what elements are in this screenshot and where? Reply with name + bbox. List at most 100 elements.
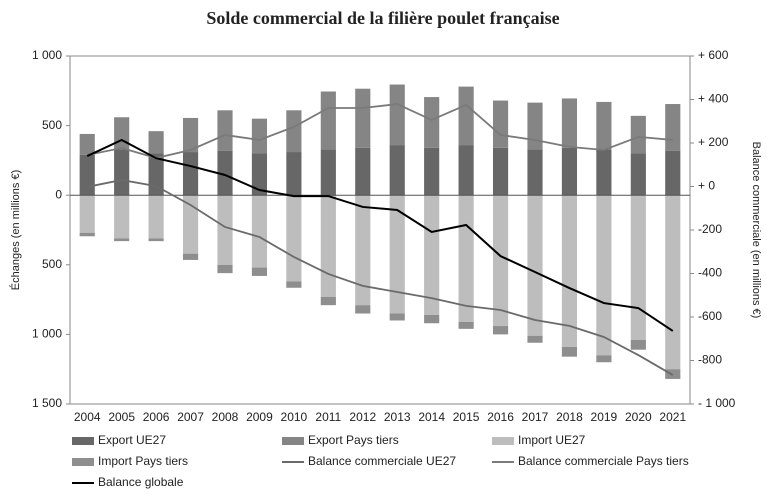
y2-tick-label: -800 — [698, 353, 722, 367]
y-tick-label: 1 500 — [32, 396, 62, 410]
x-tick-label: 2018 — [556, 410, 583, 424]
bar — [424, 147, 440, 196]
y2-tick-label: -400 — [698, 266, 722, 280]
legend-swatch — [492, 437, 514, 445]
legend-label: Balance globale — [98, 475, 184, 489]
x-tick-label: 2009 — [246, 410, 273, 424]
y2-tick-label: + 0 — [698, 179, 715, 193]
bar — [630, 195, 646, 340]
bar — [182, 117, 199, 153]
y2-tick-label: -200 — [698, 222, 722, 236]
legend-label: Balance commerciale UE27 — [308, 454, 456, 468]
bar — [217, 150, 233, 196]
bar — [389, 84, 405, 146]
bar — [665, 195, 681, 370]
bar — [182, 253, 199, 260]
bar — [458, 195, 474, 322]
x-tick-label: 2019 — [591, 410, 618, 424]
legend-label: Import Pays tiers — [98, 454, 188, 468]
bar — [286, 195, 302, 282]
bar — [79, 232, 95, 237]
bar — [389, 313, 405, 321]
bar — [355, 147, 371, 196]
bar — [320, 149, 336, 196]
bar — [665, 104, 681, 151]
x-tick-label: 2013 — [384, 410, 411, 424]
bar — [286, 110, 302, 153]
bar — [182, 152, 199, 196]
bar — [492, 147, 509, 196]
y-axis-label: Échanges (en millions €) — [9, 170, 22, 290]
bar — [114, 149, 130, 196]
bar — [79, 154, 95, 196]
bar — [492, 326, 509, 335]
bar — [217, 195, 233, 265]
x-tick-label: 2012 — [349, 410, 376, 424]
bar — [320, 91, 336, 150]
bar — [561, 346, 578, 357]
x-tick-label: 2015 — [453, 410, 480, 424]
line — [87, 179, 674, 376]
bar — [527, 149, 543, 196]
bar — [665, 150, 681, 196]
x-tick-label: 2005 — [108, 410, 135, 424]
y2-tick-label: - 1 000 — [698, 396, 736, 410]
bar — [79, 195, 95, 233]
x-tick-label: 2004 — [74, 410, 101, 424]
x-tick-label: 2011 — [315, 410, 341, 424]
bar — [527, 335, 543, 343]
legend-label: Balance commerciale Pays tiers — [518, 454, 689, 468]
y-tick-label: 1 000 — [32, 327, 62, 341]
x-tick-label: 2006 — [143, 410, 170, 424]
y-tick-label: 0 — [55, 187, 62, 201]
bar — [355, 88, 371, 148]
bar — [251, 153, 268, 196]
legend-label: Import UE27 — [518, 433, 586, 447]
y2-axis-label: Balance commerciale (en millions €) — [750, 142, 762, 319]
bar — [286, 152, 302, 196]
bar — [458, 86, 474, 146]
y2-tick-label: -600 — [698, 309, 722, 323]
bar — [114, 195, 130, 239]
x-tick-label: 2007 — [177, 410, 204, 424]
bar — [251, 118, 268, 154]
bar — [320, 296, 336, 306]
bar — [630, 115, 646, 154]
bar — [355, 195, 371, 306]
y2-tick-label: + 600 — [698, 48, 729, 62]
bar — [596, 149, 612, 196]
y-tick-label: 500 — [42, 118, 62, 132]
bar — [217, 264, 233, 274]
bar — [114, 238, 130, 242]
bar — [630, 153, 646, 196]
legend-swatch — [282, 437, 304, 445]
bar — [424, 314, 440, 324]
bar — [389, 145, 405, 196]
bar — [630, 339, 646, 350]
bar — [217, 110, 233, 151]
bar — [596, 355, 612, 363]
bar — [251, 195, 268, 268]
legend-label: Export Pays tiers — [308, 433, 399, 447]
bar — [355, 305, 371, 314]
bar — [492, 195, 509, 327]
x-tick-label: 2021 — [659, 410, 686, 424]
bar — [148, 195, 164, 239]
x-tick-label: 2010 — [281, 410, 308, 424]
bar — [527, 102, 543, 150]
bar — [182, 195, 199, 254]
bar — [527, 195, 543, 336]
bar — [458, 321, 474, 329]
legend-swatch — [72, 458, 94, 466]
bar — [286, 281, 302, 288]
bar — [458, 145, 474, 196]
chart-title: Solde commercial de la filière poulet fr… — [206, 8, 559, 28]
bar — [492, 100, 509, 148]
bar — [148, 131, 164, 154]
line — [86, 138, 674, 332]
x-tick-label: 2008 — [212, 410, 239, 424]
legend-swatch — [72, 437, 94, 445]
y-tick-label: 1 000 — [32, 48, 62, 62]
bar — [148, 238, 164, 242]
